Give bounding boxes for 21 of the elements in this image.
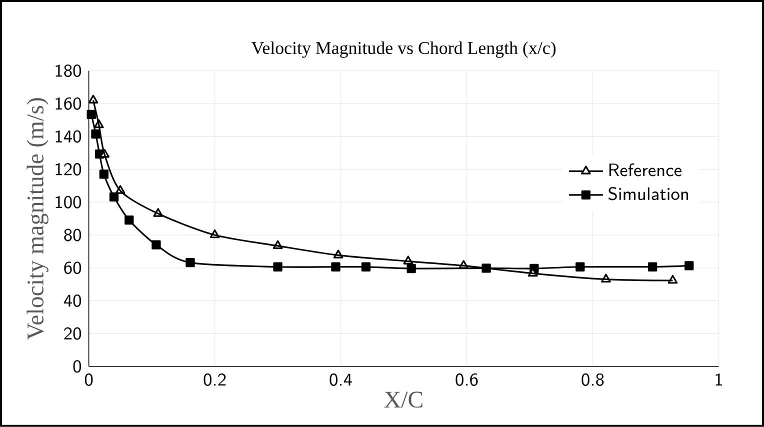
x-tick-label: 0 [84,373,93,386]
x-axis-title: X/C [384,392,422,408]
legend-label: Reference [609,163,682,176]
y-axis-title: Velocity magnitude (m/s) [26,98,48,340]
y-tick-label: 40 [64,294,82,308]
y-tick-label: 100 [56,196,82,208]
x-tick-label: 0.8 [582,373,604,386]
x-tick-label: 0.2 [204,373,226,386]
y-tick-label: 20 [64,327,82,340]
x-tick-label: 0.4 [330,373,352,386]
y-tick-label: 180 [56,64,82,78]
y-tick-label: 80 [64,228,82,242]
x-tick-label: 0.6 [456,373,478,386]
chart-title: Velocity Magnitude vs Chord Length (x/c) [251,42,556,58]
y-tick-label: 120 [56,163,82,176]
x-tick-label: 1 [716,373,722,386]
y-tick-label: 160 [56,97,82,110]
legend-label: Simulation [608,187,688,200]
y-tick-label: 60 [64,262,82,274]
y-tick-label: 140 [56,130,82,143]
y-tick-label: 0 [73,360,82,373]
